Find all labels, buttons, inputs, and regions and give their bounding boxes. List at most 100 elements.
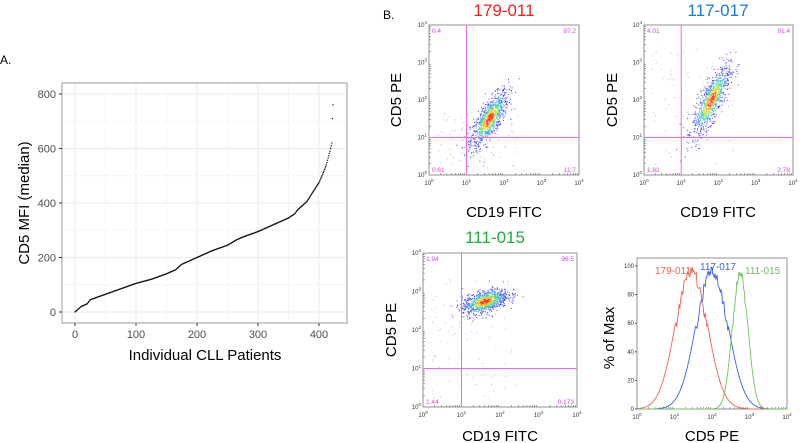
event-dot: [446, 158, 448, 160]
event-dot: [483, 128, 485, 130]
event-dot: [480, 302, 482, 304]
event-dot: [487, 301, 489, 303]
y-tick-label: 102: [412, 325, 422, 334]
event-dot: [721, 79, 723, 81]
event-dot: [482, 119, 484, 121]
event-dot: [484, 300, 486, 302]
event-dot: [664, 98, 666, 100]
histogram-line-179-011: [637, 267, 787, 410]
x-tick-label: 101: [670, 412, 680, 421]
event-dot: [484, 131, 486, 133]
x-axis-label: CD5 PE: [685, 428, 739, 443]
event-dot: [439, 143, 441, 145]
event-dot: [487, 112, 489, 114]
event-dot: [470, 142, 472, 144]
event-dot: [486, 125, 488, 127]
event-dot: [482, 119, 484, 121]
event-dot: [467, 299, 469, 301]
event-dot: [485, 131, 487, 133]
event-dot: [687, 134, 689, 136]
event-dot: [476, 307, 478, 309]
event-dot: [480, 138, 482, 140]
x-tick-label: 104: [788, 178, 798, 187]
event-dot: [478, 296, 480, 298]
event-dot: [484, 295, 486, 297]
tick-exponent: 1: [639, 133, 642, 138]
event-dot: [485, 131, 487, 133]
event-dot: [674, 97, 676, 99]
event-dot: [461, 128, 463, 130]
event-dot: [496, 296, 498, 298]
event-dot: [719, 74, 721, 76]
event-dot: [721, 85, 723, 87]
event-dot: [715, 90, 717, 92]
event-dot: [498, 109, 500, 111]
event-dot: [454, 119, 456, 121]
event-dot: [475, 315, 477, 317]
event-dot: [693, 120, 695, 122]
event-dot: [485, 110, 487, 112]
event-dot: [489, 127, 491, 129]
event-dot: [718, 81, 720, 83]
event-dot: [708, 105, 710, 107]
event-dot: [707, 127, 709, 129]
event-dot: [479, 306, 481, 308]
event-dot: [491, 118, 493, 120]
data-point: [332, 104, 334, 106]
event-dot: [483, 161, 485, 163]
event-dot: [483, 102, 485, 104]
event-dot: [706, 91, 708, 93]
event-dot: [717, 84, 719, 86]
event-dot: [464, 298, 466, 300]
event-dot: [489, 133, 491, 135]
event-dot: [482, 130, 484, 132]
event-dot: [469, 305, 471, 307]
tick-exponent: 3: [639, 58, 642, 63]
event-dot: [497, 115, 499, 117]
event-dot: [491, 306, 493, 308]
event-dot: [501, 304, 503, 306]
event-dot: [719, 81, 721, 83]
event-dot: [481, 306, 483, 308]
event-dot: [492, 298, 494, 300]
event-dot: [731, 104, 733, 106]
event-dot: [499, 296, 501, 298]
event-dot: [709, 120, 711, 122]
event-dot: [478, 138, 480, 140]
event-dot: [501, 109, 503, 111]
event-dot: [724, 87, 726, 89]
data-point: [321, 175, 323, 177]
event-dot: [512, 300, 514, 302]
event-dot: [483, 135, 485, 137]
event-dot: [484, 307, 486, 309]
event-dot: [492, 102, 494, 104]
event-dot: [504, 116, 506, 118]
event-dot: [485, 128, 487, 130]
event-dot: [497, 294, 499, 296]
event-dot: [712, 113, 714, 115]
event-dot: [468, 308, 470, 310]
event-dot: [438, 149, 440, 151]
event-dot: [481, 127, 483, 129]
event-dot: [493, 100, 495, 102]
y-tick-label: 0: [631, 407, 635, 413]
event-dot: [487, 105, 489, 107]
event-dot: [497, 107, 499, 109]
event-dot: [726, 74, 728, 76]
event-dot: [468, 304, 470, 306]
event-dot: [712, 92, 714, 94]
event-dot: [504, 293, 506, 295]
event-dot: [514, 294, 516, 296]
event-dot: [460, 117, 462, 119]
event-dot: [478, 134, 480, 136]
event-dot: [494, 294, 496, 296]
event-dot: [491, 289, 493, 291]
event-dot: [697, 129, 699, 131]
event-dot: [722, 92, 724, 94]
event-dot: [706, 103, 708, 105]
event-dot: [493, 113, 495, 115]
event-dot: [472, 294, 474, 296]
event-dot: [459, 322, 461, 324]
plot-title: 179-011: [473, 1, 534, 20]
event-dot: [703, 106, 705, 108]
